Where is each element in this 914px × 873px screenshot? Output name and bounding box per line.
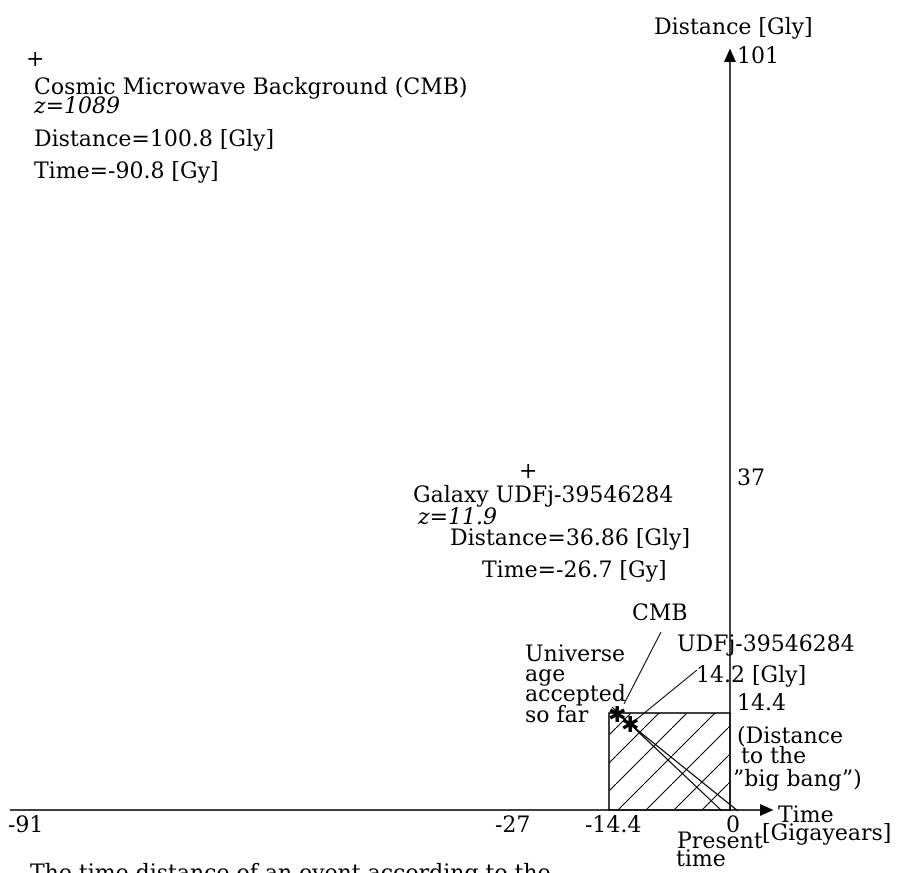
cmb-redshift: z=1089 [33, 94, 120, 119]
inset-udf-distance: 14.2 [Gly] [696, 663, 806, 688]
present-label: Present [677, 829, 763, 854]
galaxy-title: Galaxy UDFj-39546284 [413, 483, 673, 508]
inset-udf-label: UDFj-39546284 [677, 632, 855, 657]
cmb-plus-icon: + [26, 47, 44, 72]
inset-cmb-label: CMB [632, 601, 688, 626]
y-tick-101: 101 [737, 44, 779, 69]
galaxy-distance: Distance=36.86 [Gly] [450, 526, 690, 551]
udf-leader [631, 669, 698, 724]
x-axis-unit: [Gigayears] [762, 821, 891, 846]
y-tick-14-4: 14.4 [737, 691, 786, 716]
cmb-time: Time=-90.8 [Gy] [34, 159, 219, 184]
x-tick-neg91: -91 [8, 813, 43, 838]
cmb-leader [623, 631, 662, 705]
caption-fragment: The time distance of an event according … [30, 861, 551, 873]
universe-age-4: so far [525, 703, 589, 728]
y-tick-37: 37 [737, 466, 765, 491]
cmb-star-icon: ✱ [608, 703, 626, 728]
y-axis-title: Distance [Gly] [654, 15, 813, 40]
universe-age-3: accepted [525, 682, 626, 707]
universe-age-1: Universe [525, 642, 625, 667]
galaxy-redshift: z=11.9 [417, 505, 497, 530]
x-tick-0: 0 [726, 813, 740, 838]
cmb-distance: Distance=100.8 [Gly] [34, 127, 274, 152]
x-tick-neg14-4: -14.4 [585, 813, 641, 838]
udf-star-icon: ✱ [621, 713, 639, 738]
galaxy-time: Time=-26.7 [Gy] [482, 558, 667, 583]
big-bang-3: ”big bang”) [733, 767, 862, 792]
cmb-title: Cosmic Microwave Background (CMB) [34, 75, 468, 100]
x-tick-neg27: -27 [495, 813, 530, 838]
present-label-2: time [676, 847, 726, 872]
universe-age-2: age [525, 662, 565, 687]
x-axis-title: Time [778, 803, 834, 828]
galaxy-plus-icon: + [519, 459, 537, 484]
big-bang-1: (Distance [737, 724, 843, 749]
big-bang-2: to the [741, 744, 806, 769]
udf-light-path [619, 715, 739, 812]
